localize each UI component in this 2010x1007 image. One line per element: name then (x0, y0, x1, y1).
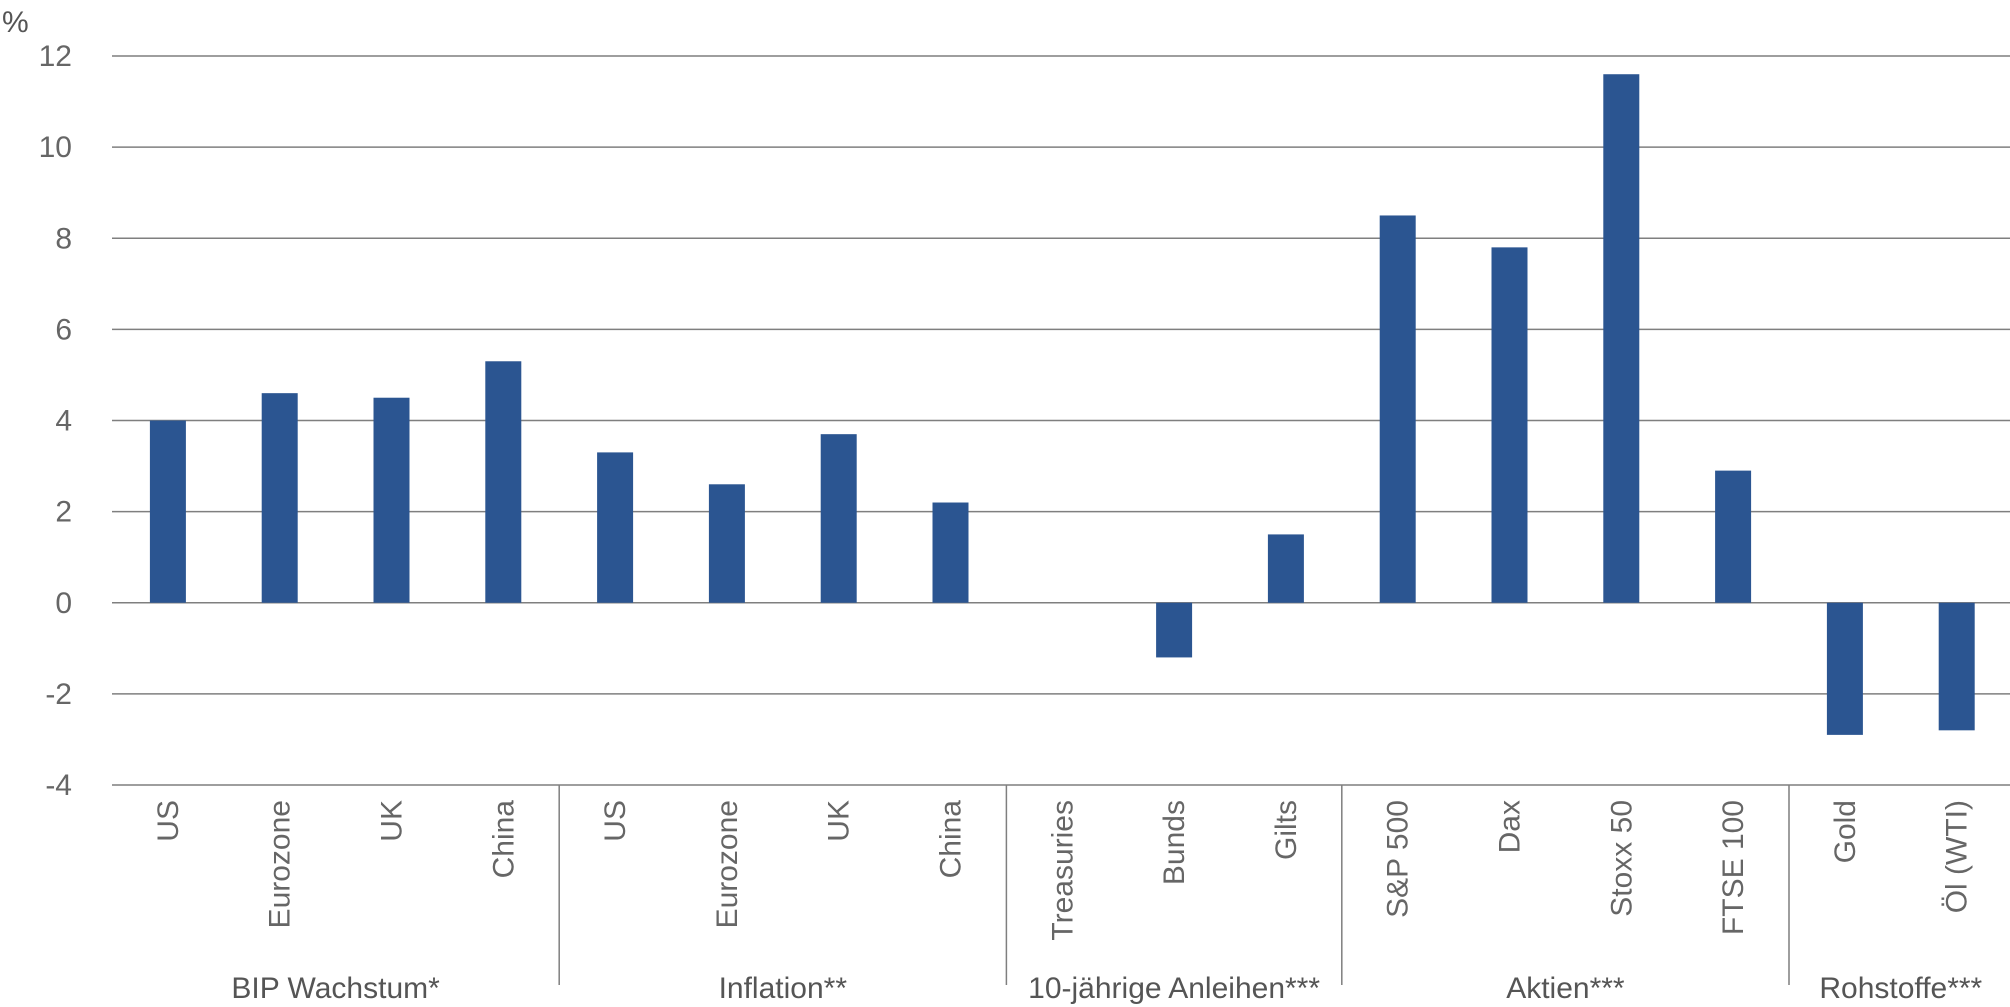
bar (1379, 215, 1416, 603)
category-label: FTSE 100 (1717, 800, 1750, 935)
category-label: US (599, 800, 632, 842)
y-tick-label: 8 (55, 222, 72, 255)
category-label: Treasuries (1046, 800, 1079, 941)
group-label: Inflation** (719, 972, 848, 1005)
category-label: Eurozone (711, 800, 744, 928)
bar (1938, 602, 1975, 731)
y-tick-label: 2 (55, 496, 72, 529)
group-separators (558, 785, 1790, 985)
bar (597, 452, 634, 603)
bar (1156, 602, 1193, 658)
y-tick-label: 0 (55, 587, 72, 620)
category-label: Gold (1829, 800, 1862, 863)
y-tick-label: 10 (39, 131, 72, 164)
category-label: UK (823, 800, 856, 842)
category-label: Bunds (1158, 800, 1191, 885)
category-label: Dax (1494, 800, 1527, 853)
bar (708, 484, 745, 603)
category-label: US (152, 800, 185, 842)
gridlines (112, 55, 2010, 786)
category-labels: US Eurozone UK China US Eurozone UK China Treasu… (152, 800, 1974, 941)
bars (149, 74, 1975, 735)
bar (485, 361, 522, 603)
y-tick-label: -4 (45, 769, 72, 802)
bar (261, 393, 298, 603)
category-label: S&P 500 (1382, 800, 1415, 918)
category-label: China (935, 800, 968, 879)
bar (820, 434, 857, 603)
category-label: Öl (WTI) (1941, 800, 1974, 913)
group-label: Rohstoffe*** (1819, 972, 1982, 1005)
y-tick-labels: 12 10 8 6 4 2 0 -2 -4 (39, 40, 72, 802)
group-label: Aktien*** (1506, 972, 1625, 1005)
bar (1267, 534, 1304, 603)
category-label: Eurozone (264, 800, 297, 928)
bar (373, 397, 410, 603)
bar (1603, 74, 1640, 603)
y-tick-label: 4 (55, 405, 72, 438)
category-label: China (487, 800, 520, 879)
category-label: Gilts (1270, 800, 1303, 860)
y-tick-label: 6 (55, 313, 72, 346)
bar (149, 420, 186, 603)
group-label: 10-jährige Anleihen*** (1028, 972, 1320, 1005)
y-axis-unit: % (2, 6, 29, 39)
category-label: Stoxx 50 (1605, 800, 1638, 917)
bar (1491, 247, 1528, 603)
bar (1715, 470, 1752, 603)
y-tick-label: 12 (39, 40, 72, 73)
bar (1826, 602, 1863, 735)
y-tick-label: -2 (45, 678, 72, 711)
category-label: UK (376, 800, 409, 842)
group-labels: BIP Wachstum* Inflation** 10-jährige Anlei… (231, 972, 1982, 1005)
bar (932, 502, 969, 603)
group-label: BIP Wachstum* (231, 972, 440, 1005)
